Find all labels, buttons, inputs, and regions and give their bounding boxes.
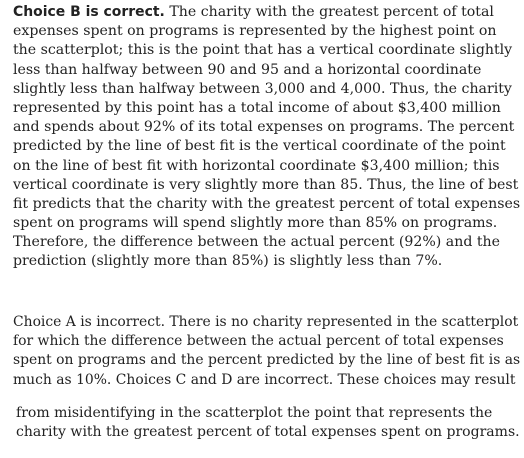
paragraph-incorrect-choices: Choice A is incorrect. There is no chari… — [13, 313, 524, 390]
paragraph-line: vertical coordinate is very slightly mor… — [13, 176, 519, 193]
paragraph-line: predicted by the line of best fit is the… — [13, 138, 506, 155]
paragraph-line: Therefore, the difference between the ac… — [13, 234, 501, 251]
paragraph-line: charity with the greatest percent of tot… — [16, 424, 520, 441]
paragraph-line: from misidentifying in the scatterplot t… — [16, 405, 493, 421]
paragraph-line: represented by this point has a total in… — [13, 99, 501, 116]
paragraph-line: prediction (slightly more than 85%) is s… — [13, 253, 443, 270]
paragraph-line: fit predicts that the charity with the g… — [13, 195, 521, 212]
paragraph-continuation: from misidentifying in the scatterplot t… — [16, 404, 524, 442]
paragraph-line: spent on programs and the percent predic… — [13, 352, 521, 369]
paragraph-line: the scatterplot; this is the point that … — [13, 42, 513, 59]
paragraph-line: Choice A is incorrect. There is no chari… — [13, 314, 519, 330]
paragraph-line: slightly less than halfway between 3,000… — [13, 80, 512, 97]
paragraph-line: on the line of best fit with horizontal … — [13, 157, 500, 174]
paragraph-line: expenses spent on programs is represente… — [13, 23, 497, 40]
correct-choice-lead: Choice B is correct. — [13, 4, 165, 20]
paragraph-line: spent on programs will spend slightly mo… — [13, 215, 498, 232]
paragraph-correct-choice: Choice B is correct. The charity with th… — [13, 3, 522, 272]
paragraph-line: and spends about 92% of its total expens… — [13, 119, 515, 136]
paragraph-line: less than halfway between 90 and 95 and … — [13, 61, 482, 78]
paragraph-line: Choice B is correct. The charity with th… — [13, 3, 520, 22]
paragraph-line: for which the difference between the act… — [13, 333, 504, 350]
lead-line-text: The charity with the greatest percent of… — [164, 4, 494, 20]
paragraph-line: much as 10%. Choices C and D are incorre… — [13, 371, 516, 388]
